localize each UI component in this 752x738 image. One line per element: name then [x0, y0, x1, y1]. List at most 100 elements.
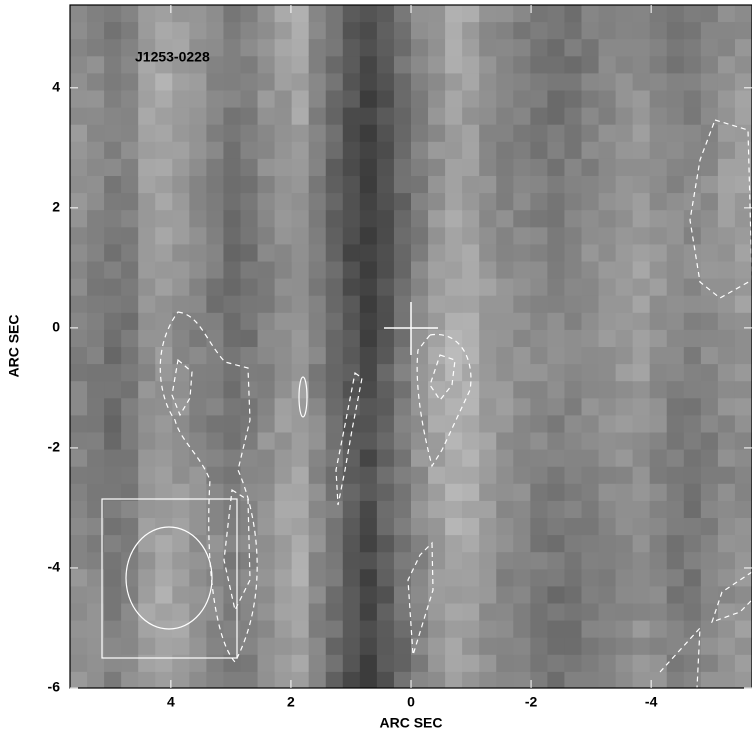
image-pixel [104, 56, 122, 74]
image-pixel [462, 56, 480, 74]
image-pixel [717, 227, 736, 245]
image-pixel [359, 312, 378, 331]
image-pixel [496, 671, 514, 688]
image-pixel [445, 261, 463, 280]
image-pixel [359, 518, 378, 536]
image-pixel [547, 124, 566, 143]
image-pixel [308, 158, 327, 177]
image-pixel [411, 56, 429, 74]
image-pixel [411, 432, 429, 451]
contour [159, 311, 258, 664]
image-pixel [530, 56, 548, 74]
image-pixel [649, 603, 668, 622]
image-pixel [513, 552, 531, 570]
image-pixel [530, 535, 548, 553]
image-pixel [70, 637, 88, 656]
image-pixel [342, 210, 361, 228]
image-pixel [240, 620, 259, 639]
image-pixel [359, 398, 378, 416]
image-pixel [223, 449, 242, 468]
image-pixel [530, 227, 548, 245]
image-pixel [274, 415, 293, 434]
image-pixel [513, 107, 531, 126]
image-pixel [411, 586, 429, 605]
image-pixel [359, 586, 378, 605]
image-pixel [393, 193, 412, 211]
image-pixel [376, 22, 395, 40]
image-pixel [564, 5, 583, 23]
image-pixel [666, 671, 685, 688]
image-pixel [649, 329, 668, 348]
image-pixel [257, 518, 276, 536]
image-pixel [87, 56, 105, 74]
image-pixel [104, 586, 122, 605]
image-pixel [325, 158, 344, 177]
image-pixel [581, 227, 600, 245]
image-pixel [649, 347, 668, 365]
image-pixel [138, 56, 156, 74]
image-pixel [615, 39, 634, 57]
image-pixel [155, 671, 173, 688]
image-pixel [138, 398, 156, 416]
image-pixel [717, 518, 736, 536]
image-pixel [411, 449, 429, 468]
image-pixel [376, 586, 395, 605]
image-pixel [308, 329, 327, 348]
image-pixel [342, 107, 361, 126]
image-pixel [734, 381, 752, 399]
image-pixel [121, 176, 139, 194]
image-pixel [734, 449, 752, 468]
image-pixel [240, 347, 259, 365]
image-pixel [615, 654, 634, 673]
image-pixel [564, 637, 583, 656]
image-pixel [325, 261, 344, 280]
image-pixel [308, 5, 327, 23]
image-pixel [172, 415, 190, 434]
image-pixel [376, 449, 395, 468]
image-pixel [121, 449, 139, 468]
image-pixel [683, 364, 702, 382]
image-pixel [104, 415, 122, 434]
image-pixel [598, 449, 617, 468]
image-pixel [496, 244, 514, 263]
image-pixel [274, 141, 293, 160]
image-pixel [257, 654, 276, 673]
image-pixel [445, 449, 463, 468]
image-pixel [308, 637, 327, 656]
image-pixel [564, 90, 583, 109]
image-pixel [359, 56, 378, 74]
image-pixel [70, 73, 88, 92]
image-pixel [308, 535, 327, 553]
image-pixel [104, 449, 122, 468]
image-pixel [189, 278, 207, 297]
image-pixel [428, 483, 446, 502]
image-pixel [257, 381, 276, 399]
image-pixel [445, 432, 463, 451]
image-pixel [376, 261, 395, 280]
image-pixel [462, 483, 480, 502]
image-pixel [530, 637, 548, 656]
image-pixel [411, 312, 429, 331]
image-pixel [496, 193, 514, 211]
image-pixel [666, 176, 685, 194]
image-pixel [70, 500, 88, 519]
image-pixel [325, 552, 344, 570]
image-pixel [155, 449, 173, 468]
image-pixel [445, 398, 463, 416]
image-pixel [445, 244, 463, 263]
image-pixel [683, 654, 702, 673]
image-pixel [359, 295, 378, 314]
image-pixel [683, 500, 702, 519]
image-pixel [206, 193, 225, 211]
image-pixel [393, 141, 412, 160]
image-pixel [564, 603, 583, 622]
image-pixel [717, 176, 736, 194]
image-pixel [411, 278, 429, 297]
image-pixel [462, 398, 480, 416]
image-pixel [462, 193, 480, 211]
image-pixel [376, 398, 395, 416]
image-pixel [411, 364, 429, 382]
image-pixel [274, 176, 293, 194]
image-pixel [376, 381, 395, 399]
image-pixel [359, 124, 378, 143]
